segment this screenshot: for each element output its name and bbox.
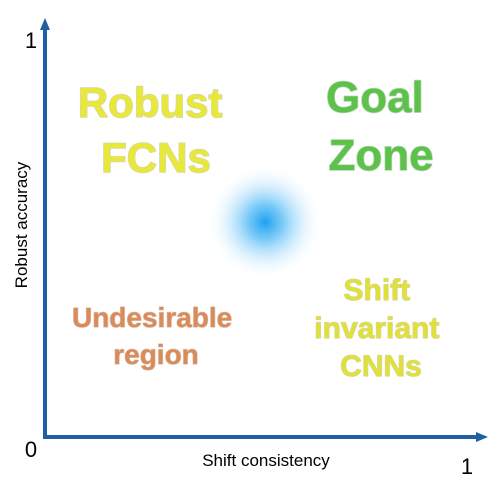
quadrant-bottom-right-line: invariant xyxy=(314,312,439,345)
quadrant-top-right-line: Zone xyxy=(328,131,433,180)
quadrant-bottom-left-line: Undesirable xyxy=(72,302,232,333)
quadrant-top-right-line: Goal xyxy=(326,73,424,122)
quadrant-top-right-label: Goal Zone xyxy=(326,73,436,180)
origin-label: 0 xyxy=(25,437,37,462)
x-max-label: 1 xyxy=(461,454,473,479)
y-max-label: 1 xyxy=(25,28,37,53)
quadrant-bottom-right-line: CNNs xyxy=(340,350,422,383)
quadrant-top-left-line: FCNs xyxy=(101,134,211,181)
quadrant-bottom-left-line: region xyxy=(113,339,199,370)
x-axis-label: Shift consistency xyxy=(202,451,330,470)
quadrant-bottom-right-line: Shift xyxy=(344,274,411,307)
y-axis-label: Robust accuracy xyxy=(12,161,31,288)
quadrant-bottom-left-label: Undesirable region xyxy=(72,302,240,370)
quadrant-top-left-line: Robust xyxy=(78,79,223,126)
quadrant-top-left-label: Robust FCNs xyxy=(78,79,234,181)
quadrant-bottom-right-label: Shift invariant CNNs xyxy=(314,274,447,383)
